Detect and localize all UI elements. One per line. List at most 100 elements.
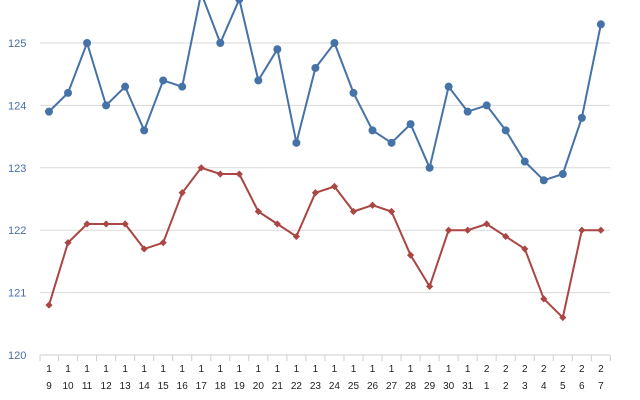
data-point — [540, 295, 548, 303]
data-point — [254, 76, 263, 85]
x-tick-label-top: 1 — [294, 364, 300, 375]
x-tick-label-bottom: 14 — [139, 381, 151, 392]
x-tick-label-top: 1 — [256, 364, 262, 375]
data-point — [216, 39, 225, 47]
data-point — [121, 82, 130, 91]
data-point — [387, 207, 396, 216]
series-line — [48, 166, 601, 319]
x-tick-label-top: 1 — [370, 364, 376, 375]
data-point — [482, 101, 491, 110]
data-point — [159, 239, 167, 247]
data-point — [216, 170, 224, 178]
x-tick-label-bottom: 3 — [522, 381, 528, 392]
data-point — [273, 220, 281, 228]
x-tick-label-bottom: 18 — [215, 381, 227, 392]
data-point — [273, 45, 282, 54]
data-point — [368, 201, 377, 209]
data-point — [578, 226, 586, 234]
data-point — [502, 232, 510, 241]
x-tick-label-bottom: 23 — [310, 381, 322, 392]
x-tick-label-top: 1 — [122, 364, 128, 375]
x-tick-label-bottom: 31 — [462, 381, 474, 392]
x-tick-label-top: 1 — [103, 364, 109, 375]
data-point — [349, 207, 358, 216]
x-tick-label-top: 1 — [141, 364, 147, 375]
x-axis: 1911011111211311411511611711811912012112… — [39, 354, 611, 392]
x-tick-label-bottom: 21 — [272, 381, 284, 392]
y-tick-label: 125 — [8, 38, 26, 50]
x-tick-label-bottom: 25 — [348, 381, 360, 392]
x-tick-label-top: 1 — [160, 364, 166, 375]
data-point — [387, 138, 396, 147]
x-tick-label-top: 1 — [351, 364, 357, 375]
y-tick-label: 120 — [8, 350, 26, 362]
x-tick-label-top: 2 — [579, 364, 585, 375]
data-point — [520, 157, 529, 166]
data-point — [254, 207, 262, 216]
x-tick-label-bottom: 27 — [386, 381, 398, 392]
data-point — [596, 20, 605, 29]
x-tick-label-bottom: 15 — [158, 381, 170, 392]
x-tick-label-top: 1 — [217, 364, 223, 375]
data-point — [64, 239, 72, 247]
series-line — [48, 0, 602, 182]
series-2 — [45, 164, 605, 322]
x-tick-label-top: 1 — [275, 364, 281, 375]
x-tick-label-top: 1 — [179, 364, 185, 375]
x-tick-label-bottom: 5 — [560, 381, 566, 392]
y-axis: 120 121 122 123 124 125 — [8, 38, 26, 362]
x-tick-label-top: 1 — [313, 364, 319, 375]
x-tick-label-bottom: 19 — [234, 381, 246, 392]
x-tick-label-bottom: 7 — [598, 381, 604, 392]
x-tick-label-top: 1 — [408, 364, 414, 375]
data-point — [102, 220, 110, 228]
data-point — [159, 76, 168, 85]
plot-area — [45, 0, 605, 322]
x-tick-label-bottom: 10 — [62, 381, 74, 392]
x-tick-label-top: 1 — [198, 364, 204, 375]
data-point — [597, 226, 605, 234]
data-point — [501, 126, 510, 135]
x-tick-label-bottom: 28 — [405, 381, 417, 392]
x-tick-label-top: 1 — [465, 364, 471, 375]
x-tick-label-top: 2 — [541, 364, 547, 375]
data-point — [140, 126, 149, 135]
data-point — [235, 0, 244, 4]
x-tick-label-bottom: 24 — [329, 381, 341, 392]
data-point — [292, 138, 301, 147]
data-point — [330, 182, 339, 191]
data-point — [235, 170, 243, 178]
x-tick-label-top: 1 — [65, 364, 71, 375]
x-tick-label-bottom: 22 — [291, 381, 303, 392]
x-tick-label-bottom: 20 — [253, 381, 265, 392]
data-point — [559, 313, 567, 322]
x-tick-label-bottom: 16 — [177, 381, 189, 392]
x-tick-label-top: 1 — [84, 364, 90, 375]
data-point — [577, 113, 586, 122]
x-tick-label-bottom: 9 — [46, 381, 52, 392]
data-point — [426, 282, 434, 290]
y-tick-label: 123 — [8, 163, 26, 175]
data-point — [121, 220, 129, 228]
data-point — [483, 220, 491, 228]
y-tick-label: 121 — [8, 288, 26, 300]
x-tick-label-bottom: 13 — [120, 381, 132, 392]
data-point — [140, 245, 148, 253]
data-point — [463, 107, 472, 116]
series-1 — [45, 0, 605, 185]
data-point — [445, 226, 453, 234]
data-point — [406, 251, 415, 259]
x-tick-label-bottom: 6 — [579, 381, 585, 392]
x-tick-label-top: 1 — [237, 364, 243, 375]
gridlines — [40, 42, 610, 294]
data-point — [45, 107, 53, 116]
data-point — [292, 232, 300, 241]
x-tick-label-top: 2 — [522, 364, 528, 375]
x-tick-label-bottom: 29 — [424, 381, 436, 392]
data-point — [425, 163, 434, 172]
y-tick-label: 122 — [8, 225, 26, 237]
data-point — [464, 226, 472, 234]
data-point — [444, 82, 453, 91]
x-tick-label-top: 1 — [446, 364, 452, 375]
